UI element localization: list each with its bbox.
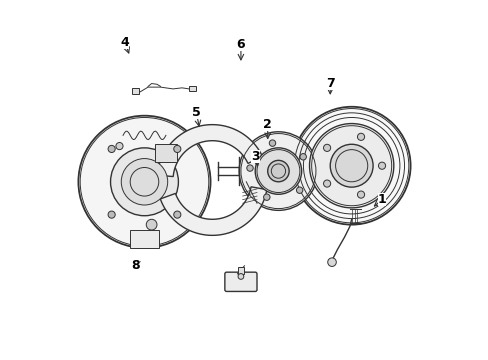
Circle shape [238,274,244,279]
Circle shape [173,145,181,153]
Circle shape [255,148,301,194]
Circle shape [173,211,181,218]
Bar [130,230,159,248]
Circle shape [357,133,364,140]
Circle shape [246,165,253,171]
Circle shape [329,144,372,187]
Circle shape [263,194,269,201]
Text: 1: 1 [377,193,386,206]
Text: 7: 7 [325,77,334,90]
Circle shape [357,191,364,198]
Circle shape [378,162,385,169]
Polygon shape [157,125,262,176]
Circle shape [292,107,410,225]
Circle shape [78,116,210,248]
Text: 4: 4 [120,36,129,49]
Circle shape [121,158,167,205]
Text: 6: 6 [236,38,245,51]
Circle shape [146,219,157,230]
Circle shape [110,148,178,216]
Circle shape [267,160,288,182]
Circle shape [116,143,123,150]
Bar [238,267,244,274]
Bar [132,88,139,94]
FancyBboxPatch shape [224,272,257,292]
Circle shape [323,144,330,152]
Circle shape [269,140,275,146]
Bar [155,144,176,162]
Circle shape [299,154,306,160]
Bar [189,86,195,91]
Circle shape [239,132,317,210]
Text: 8: 8 [131,259,140,272]
Circle shape [327,258,336,266]
Text: 5: 5 [191,105,200,119]
Polygon shape [160,187,266,235]
Text: 3: 3 [250,150,259,163]
Circle shape [296,187,302,193]
Circle shape [108,211,115,218]
Circle shape [309,123,393,208]
Circle shape [108,145,115,153]
Text: 2: 2 [263,118,271,131]
Circle shape [323,180,330,187]
